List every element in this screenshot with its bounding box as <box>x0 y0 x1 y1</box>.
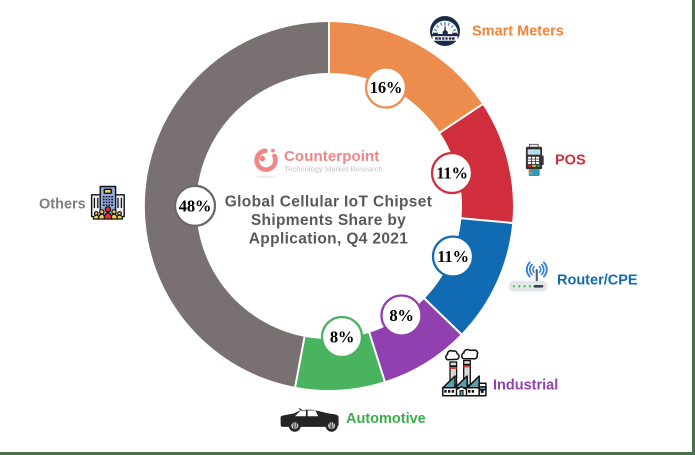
svg-text:Technology Market Research: Technology Market Research <box>285 165 383 174</box>
svg-text:11%: 11% <box>437 247 469 266</box>
svg-text:8%: 8% <box>389 306 413 325</box>
svg-text:Application, Q4 2021: Application, Q4 2021 <box>249 231 408 248</box>
svg-text:Global Cellular IoT Chipset: Global Cellular IoT Chipset <box>225 194 433 211</box>
svg-text:Industrial: Industrial <box>493 378 558 394</box>
svg-text:Shipments Share by: Shipments Share by <box>251 212 406 229</box>
svg-text:Router/CPE: Router/CPE <box>557 273 638 289</box>
svg-text:Automotive: Automotive <box>346 411 426 427</box>
svg-text:POS: POS <box>555 153 586 169</box>
svg-text:48%: 48% <box>179 196 211 215</box>
svg-text:Others: Others <box>39 197 86 213</box>
svg-text:8%: 8% <box>330 328 354 347</box>
svg-text:11%: 11% <box>436 164 468 183</box>
svg-text:Counterpoint: Counterpoint <box>284 148 379 165</box>
svg-text:16%: 16% <box>370 78 402 97</box>
svg-text:Smart Meters: Smart Meters <box>472 24 564 40</box>
